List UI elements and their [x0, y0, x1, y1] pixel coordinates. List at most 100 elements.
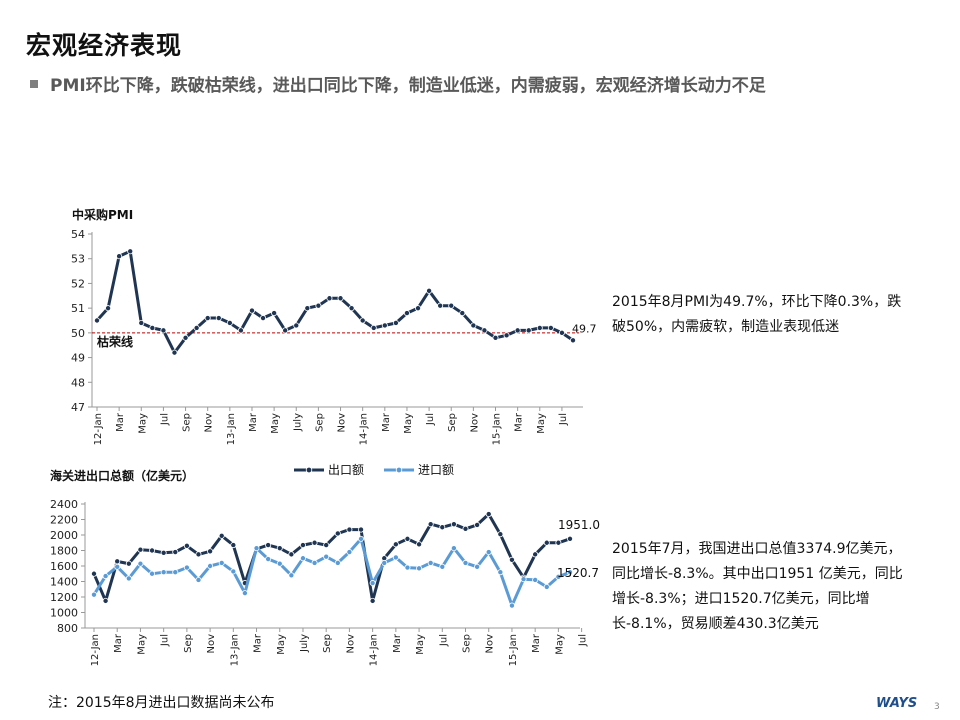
page-number: 3	[934, 702, 940, 712]
data-point-series-1	[125, 560, 132, 567]
x-tick-label: 15-Jan	[508, 634, 519, 666]
data-point-series-1	[392, 319, 399, 326]
data-point-series-2	[102, 573, 109, 580]
data-point-series-2	[381, 559, 388, 566]
x-tick-label: 14-Jan	[359, 413, 370, 445]
data-point-series-1	[94, 317, 101, 324]
data-point-series-2	[520, 576, 527, 583]
data-point-series-2	[532, 576, 539, 583]
x-tick-label: May	[136, 634, 147, 655]
series-line-1	[92, 512, 571, 603]
data-point-series-1	[193, 324, 200, 331]
data-point-series-1	[558, 329, 565, 336]
slide-title: 宏观经济表现	[26, 31, 183, 60]
x-tick-label: Mar	[392, 633, 403, 653]
data-point-series-2	[392, 554, 399, 561]
x-tick-label: Mar	[248, 412, 259, 432]
data-point-series-1	[532, 551, 539, 558]
data-point-series-1	[160, 327, 167, 334]
legend-marker-1	[305, 466, 313, 474]
trade-chart-title: 海关进出口总额（亿美元）	[50, 469, 195, 483]
data-point-series-1	[346, 526, 353, 533]
x-tick-label: Nov	[206, 634, 217, 654]
data-point-series-1	[415, 305, 422, 312]
y-tick-label: 1800	[50, 545, 78, 558]
x-tick-label: Sep	[182, 413, 193, 432]
data-point-series-1	[183, 542, 190, 549]
series-line-1	[95, 249, 574, 355]
data-point-series-1	[481, 327, 488, 334]
data-point-series-2	[427, 559, 434, 566]
data-point-series-1	[116, 253, 123, 260]
data-point-series-1	[485, 511, 492, 518]
data-point-series-1	[160, 549, 167, 556]
y-tick-label: 2000	[50, 529, 78, 542]
x-tick-label: May	[137, 413, 148, 434]
data-point-series-1	[536, 324, 543, 331]
data-point-series-1	[105, 305, 112, 312]
data-point-series-1	[265, 542, 272, 549]
data-point-series-1	[543, 539, 550, 546]
data-point-series-1	[426, 287, 433, 294]
x-tick-label: Sep	[447, 413, 458, 432]
y-tick-label: 1600	[50, 560, 78, 573]
data-point-series-2	[358, 535, 365, 542]
data-point-series-1	[311, 539, 318, 546]
x-tick-label: Jul	[425, 413, 436, 426]
x-tick-label: May	[403, 413, 414, 434]
data-point-series-1	[359, 317, 366, 324]
data-point-series-1	[334, 530, 341, 537]
data-point-series-1	[282, 327, 289, 334]
y-tick-label: 2400	[50, 498, 78, 511]
data-point-series-2	[555, 573, 562, 580]
data-point-series-2	[311, 559, 318, 566]
data-point-series-1	[439, 524, 446, 531]
export-end-label: 1951.0	[558, 518, 600, 532]
data-point-series-1	[570, 337, 577, 344]
data-point-series-1	[248, 307, 255, 314]
x-tick-label: Jul	[160, 634, 171, 647]
data-point-series-1	[358, 526, 365, 533]
data-point-series-1	[137, 546, 144, 553]
pmi-last-value-label: 49.7	[572, 322, 597, 335]
y-tick-label: 51	[71, 302, 85, 315]
x-tick-label: Sep	[183, 634, 194, 653]
data-point-series-1	[326, 295, 333, 302]
data-point-series-2	[474, 563, 481, 570]
data-point-series-1	[370, 324, 377, 331]
data-point-series-2	[323, 553, 330, 560]
data-point-series-2	[253, 545, 260, 552]
y-tick-label: 50	[71, 327, 85, 340]
x-tick-label: Mar	[115, 412, 126, 432]
trade-description: 2015年7月，我国进出口总值3374.9亿美元，同比增长-8.3%。其中出口1…	[612, 541, 903, 632]
data-point-series-2	[508, 602, 515, 609]
data-point-series-2	[439, 563, 446, 570]
x-tick-label: Sep	[462, 634, 473, 653]
data-point-series-2	[404, 564, 411, 571]
import-end-label: 1520.7	[557, 566, 599, 580]
x-tick-label: July	[299, 634, 310, 653]
data-point-series-1	[348, 305, 355, 312]
legend-marker-2	[395, 466, 403, 474]
x-tick-label: May	[270, 413, 281, 434]
pmi-chart-title: 中采购PMI	[72, 208, 134, 222]
x-tick-label: Nov	[204, 413, 215, 433]
data-point-series-2	[195, 576, 202, 583]
x-tick-label: Nov	[345, 634, 356, 654]
x-tick-label: Mar	[514, 412, 525, 432]
data-point-series-1	[195, 551, 202, 558]
data-point-series-2	[183, 564, 190, 571]
x-tick-label: Nov	[485, 634, 496, 654]
x-tick-label: Jul	[578, 634, 589, 647]
x-tick-label: Mar	[253, 633, 264, 653]
data-point-series-2	[567, 569, 574, 576]
y-tick-label: 1200	[50, 591, 78, 604]
x-tick-label: 13-Jan	[229, 634, 240, 666]
data-point-series-1	[427, 521, 434, 528]
y-tick-label: 52	[71, 277, 85, 290]
x-tick-label: 15-Jan	[492, 413, 503, 445]
x-tick-label: Mar	[113, 633, 124, 653]
data-point-series-1	[149, 324, 156, 331]
data-point-series-2	[369, 580, 376, 587]
data-point-series-1	[450, 521, 457, 528]
